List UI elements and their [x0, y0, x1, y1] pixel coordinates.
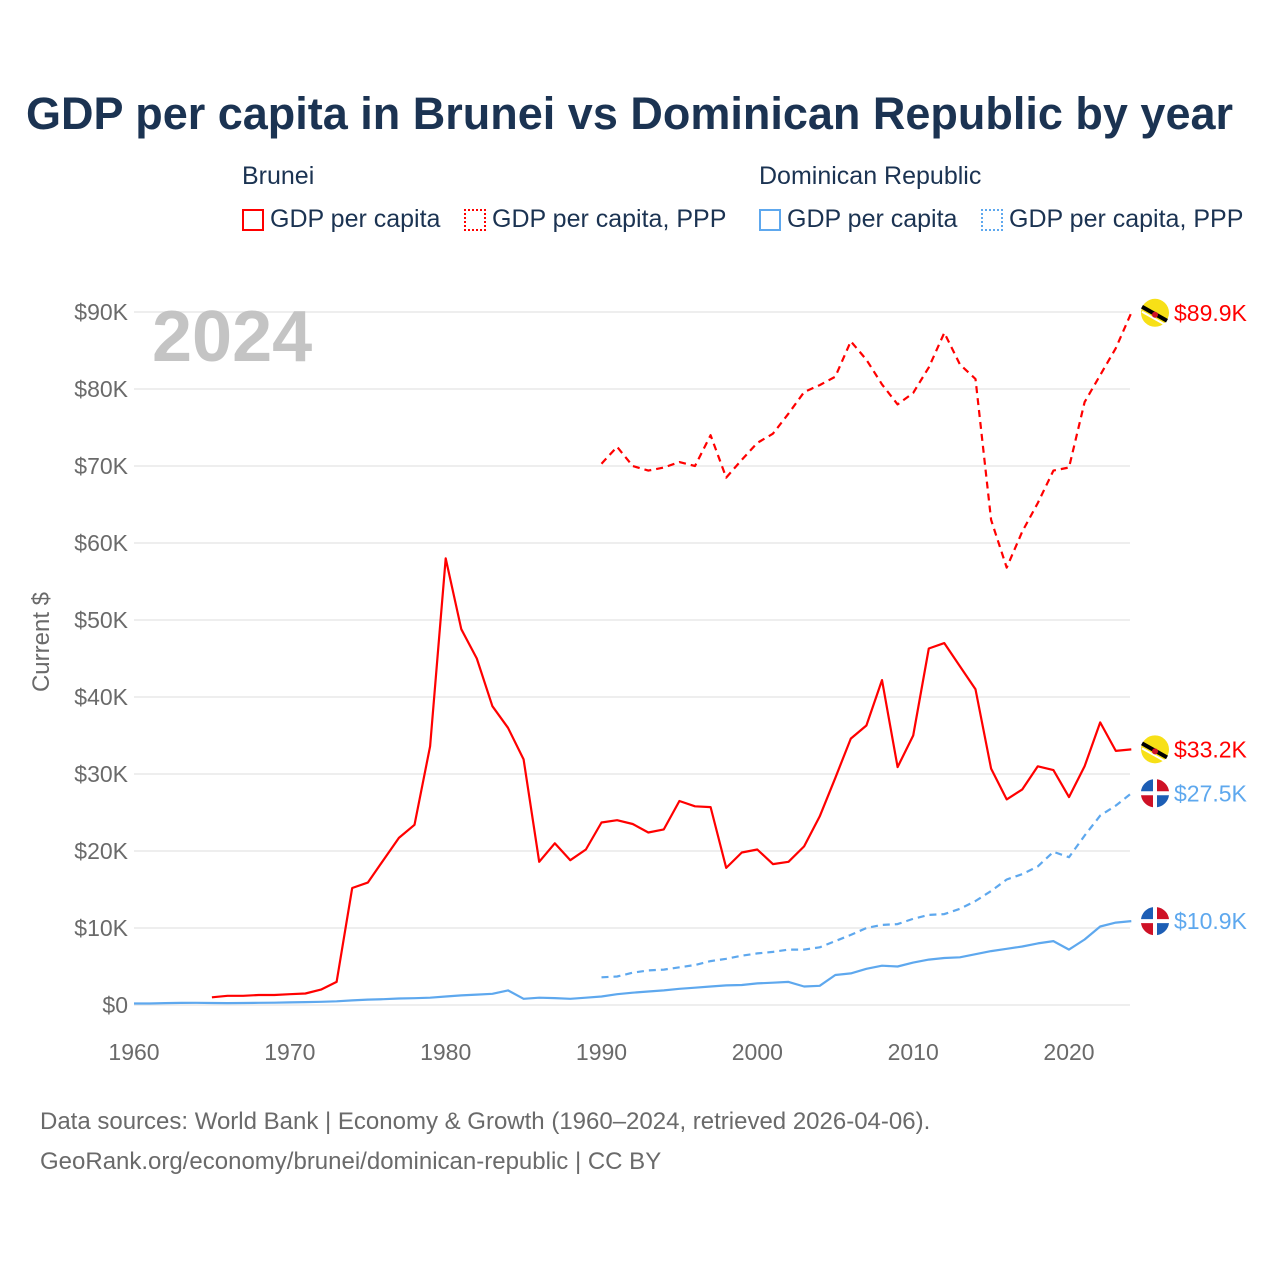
series-line — [134, 920, 1132, 1005]
end-value-label: $27.5K — [1174, 780, 1248, 806]
series-line — [601, 792, 1132, 979]
legend-label: GDP per capita — [787, 205, 958, 233]
flag-quarter — [1141, 795, 1153, 808]
legend-swatch-dotted — [464, 208, 486, 231]
y-tick-label: $80K — [74, 376, 128, 402]
x-tick-label: 1970 — [264, 1039, 315, 1065]
legend-label: GDP per capita, PPP — [1009, 205, 1244, 233]
legend-swatch-solid — [759, 208, 781, 231]
source-link[interactable]: GeoRank.org/economy/brunei/dominican-rep… — [40, 1148, 662, 1175]
legend-item-dr-gdp[interactable]: GDP per capita — [759, 205, 957, 234]
y-tick-label: $10K — [74, 915, 128, 941]
end-value-label: $33.2K — [1174, 736, 1248, 762]
legend-swatch-solid — [242, 208, 264, 231]
flag-quarter — [1141, 907, 1153, 920]
flag-quarter — [1157, 907, 1169, 920]
legend-group-brunei: Brunei — [242, 162, 315, 190]
legend-item-brunei-gdp[interactable]: GDP per capita — [242, 205, 440, 234]
flag-quarter — [1141, 923, 1153, 936]
y-tick-label: $40K — [74, 684, 128, 710]
x-tick-label: 2020 — [1043, 1039, 1094, 1065]
legend-item-brunei-ppp[interactable]: GDP per capita, PPP — [464, 205, 726, 234]
x-tick-label: 2010 — [888, 1039, 939, 1065]
year-watermark: 2024 — [152, 297, 313, 377]
flag-stripe — [1141, 310, 1168, 327]
flag-quarter — [1157, 923, 1169, 936]
x-tick-label: 2000 — [732, 1039, 783, 1065]
flag-emblem — [1152, 748, 1158, 755]
y-axis-label: Current $ — [28, 591, 55, 693]
y-tick-label: $60K — [74, 530, 128, 556]
y-tick-label: $50K — [74, 607, 128, 633]
x-tick-label: 1990 — [576, 1039, 627, 1065]
flag-quarter — [1157, 795, 1169, 808]
flag-quarter — [1141, 779, 1153, 792]
source-note: Data sources: World Bank | Economy & Gro… — [40, 1108, 931, 1135]
legend-group-dominican-republic: Dominican Republic — [759, 162, 982, 190]
flag-quarter — [1157, 779, 1169, 792]
flag-emblem — [1152, 311, 1158, 318]
page-title: GDP per capita in Brunei vs Dominican Re… — [26, 88, 1234, 139]
legend-label: GDP per capita, PPP — [492, 205, 727, 233]
y-tick-label: $0 — [102, 992, 128, 1018]
flag-stripe — [1141, 747, 1168, 764]
legend-item-dr-ppp[interactable]: GDP per capita, PPP — [981, 205, 1243, 234]
series-line — [211, 557, 1132, 999]
x-tick-label: 1980 — [420, 1039, 471, 1065]
y-tick-label: $70K — [74, 453, 128, 479]
end-value-label: $89.9K — [1174, 300, 1248, 326]
x-tick-label: 1960 — [108, 1039, 159, 1065]
y-tick-label: $30K — [74, 761, 128, 787]
y-tick-label: $90K — [74, 299, 128, 325]
legend-swatch-dotted — [981, 208, 1003, 231]
series-line — [600, 312, 1133, 569]
legend-label: GDP per capita — [270, 205, 441, 233]
y-tick-label: $20K — [74, 838, 128, 864]
end-value-label: $10.9K — [1174, 908, 1248, 934]
